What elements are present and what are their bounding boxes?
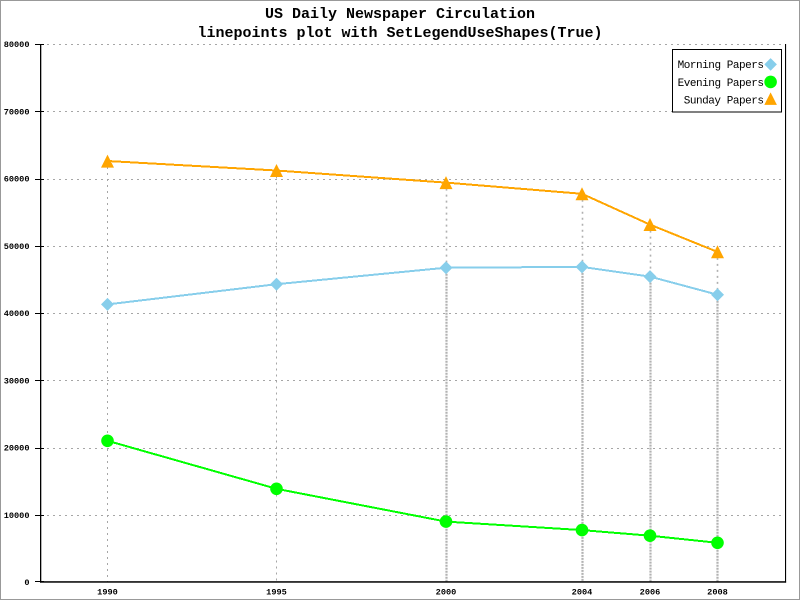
svg-text:Sunday Papers: Sunday Papers: [684, 95, 764, 107]
svg-text:2004: 2004: [572, 588, 593, 598]
svg-text:70000: 70000: [4, 107, 30, 117]
svg-text:50000: 50000: [4, 242, 30, 252]
svg-text:linepoints plot with SetLegend: linepoints plot with SetLegendUseShapes(…: [197, 25, 602, 42]
svg-text:2006: 2006: [640, 588, 661, 598]
svg-text:30000: 30000: [4, 376, 30, 386]
svg-text:US Daily Newspaper Circulation: US Daily Newspaper Circulation: [265, 6, 535, 23]
svg-text:Morning Papers: Morning Papers: [678, 60, 764, 72]
svg-text:40000: 40000: [4, 309, 30, 319]
svg-text:60000: 60000: [4, 175, 30, 185]
svg-text:2000: 2000: [436, 588, 457, 598]
svg-text:20000: 20000: [4, 444, 30, 454]
svg-text:Evening Papers: Evening Papers: [678, 78, 764, 90]
svg-text:2008: 2008: [707, 588, 728, 598]
svg-text:1995: 1995: [266, 588, 287, 598]
svg-text:1990: 1990: [97, 588, 118, 598]
svg-text:10000: 10000: [4, 511, 30, 521]
svg-text:80000: 80000: [4, 40, 30, 50]
svg-text:0: 0: [24, 578, 29, 588]
